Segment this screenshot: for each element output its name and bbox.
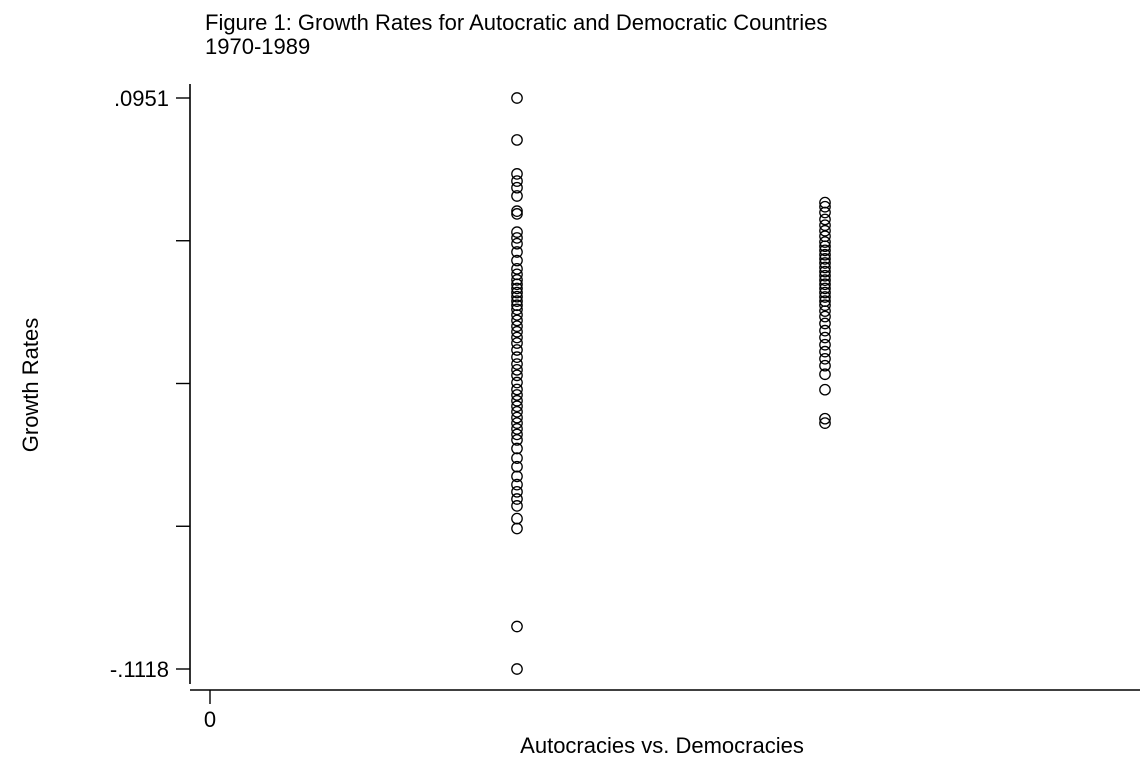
data-point bbox=[511, 309, 523, 321]
data-point bbox=[511, 314, 523, 327]
data-point bbox=[511, 417, 523, 429]
chart-subtitle: 1970-1989 bbox=[205, 34, 310, 59]
data-point bbox=[511, 500, 523, 512]
data-point bbox=[511, 369, 523, 382]
data-point bbox=[819, 269, 831, 282]
data-point bbox=[511, 205, 523, 218]
data-point bbox=[819, 261, 831, 274]
data-point bbox=[511, 92, 523, 104]
data-point bbox=[511, 452, 523, 465]
data-point bbox=[511, 428, 523, 441]
data-point bbox=[819, 324, 831, 337]
x-axis: 0 bbox=[190, 689, 1140, 732]
data-point bbox=[511, 299, 523, 312]
data-point bbox=[511, 485, 523, 498]
data-point bbox=[511, 226, 523, 238]
data-point bbox=[511, 442, 523, 455]
data-point bbox=[819, 417, 831, 429]
data-point bbox=[511, 389, 523, 401]
data-point bbox=[511, 376, 523, 389]
y-tick-label: -.1118 bbox=[110, 657, 169, 682]
y-tick-label: .0951 bbox=[114, 86, 169, 111]
data-point bbox=[511, 460, 523, 473]
y-axis-label: Growth Rates bbox=[18, 318, 43, 453]
data-point bbox=[511, 344, 523, 356]
data-point bbox=[511, 181, 523, 194]
x-axis-label: Autocracies vs. Democracies bbox=[520, 733, 804, 757]
data-point bbox=[819, 236, 831, 248]
data-point bbox=[819, 200, 831, 213]
data-point bbox=[511, 320, 523, 333]
data-point bbox=[819, 244, 831, 257]
data-point bbox=[819, 383, 831, 396]
data-point bbox=[511, 168, 523, 180]
data-point bbox=[819, 257, 831, 269]
data-point bbox=[511, 620, 523, 633]
data-point bbox=[511, 383, 523, 396]
data-point bbox=[511, 331, 523, 344]
data-point bbox=[511, 278, 523, 291]
data-point bbox=[511, 286, 523, 299]
data-point bbox=[511, 254, 523, 267]
data-point bbox=[819, 274, 831, 286]
data-point bbox=[511, 434, 523, 446]
data-point bbox=[819, 286, 831, 299]
x-tick-label: 0 bbox=[204, 707, 216, 732]
data-point bbox=[511, 493, 523, 505]
data-point bbox=[511, 400, 523, 413]
data-point bbox=[511, 363, 523, 376]
data-point bbox=[511, 290, 523, 303]
data-points bbox=[511, 92, 831, 675]
data-point bbox=[819, 338, 831, 351]
data-point bbox=[511, 325, 523, 338]
data-point bbox=[819, 206, 831, 219]
data-point bbox=[819, 282, 831, 295]
data-point bbox=[819, 310, 831, 323]
data-point bbox=[511, 663, 523, 675]
y-axis: .0951 -.1118 bbox=[110, 84, 191, 684]
data-point bbox=[819, 412, 831, 425]
data-point bbox=[819, 345, 831, 358]
data-point bbox=[511, 405, 523, 418]
data-point bbox=[511, 470, 523, 483]
data-point bbox=[511, 274, 523, 286]
data-point bbox=[819, 368, 831, 381]
data-point bbox=[819, 352, 831, 365]
data-point bbox=[511, 522, 523, 535]
data-point bbox=[819, 299, 831, 312]
data-point bbox=[819, 253, 831, 265]
data-point bbox=[819, 213, 831, 226]
data-point bbox=[819, 291, 831, 303]
data-point bbox=[819, 331, 831, 344]
data-point bbox=[511, 134, 523, 146]
data-point bbox=[819, 240, 831, 253]
data-point bbox=[511, 358, 523, 370]
data-point bbox=[819, 278, 831, 291]
data-point bbox=[511, 190, 523, 202]
data-point bbox=[819, 265, 831, 278]
data-point bbox=[511, 411, 523, 424]
data-point bbox=[819, 305, 831, 317]
data-point bbox=[511, 175, 523, 187]
data-point bbox=[511, 478, 523, 491]
data-point bbox=[511, 282, 523, 295]
data-point bbox=[511, 237, 523, 250]
data-point bbox=[819, 224, 831, 237]
data-point bbox=[511, 232, 523, 244]
data-point bbox=[511, 246, 523, 258]
data-point bbox=[511, 295, 523, 307]
data-point bbox=[511, 351, 523, 363]
data-point bbox=[511, 512, 523, 525]
data-point bbox=[819, 359, 831, 372]
data-point bbox=[511, 208, 523, 220]
data-point bbox=[819, 248, 831, 261]
data-point bbox=[819, 317, 831, 330]
chart-title: Figure 1: Growth Rates for Autocratic an… bbox=[205, 10, 827, 35]
data-point bbox=[511, 337, 523, 349]
